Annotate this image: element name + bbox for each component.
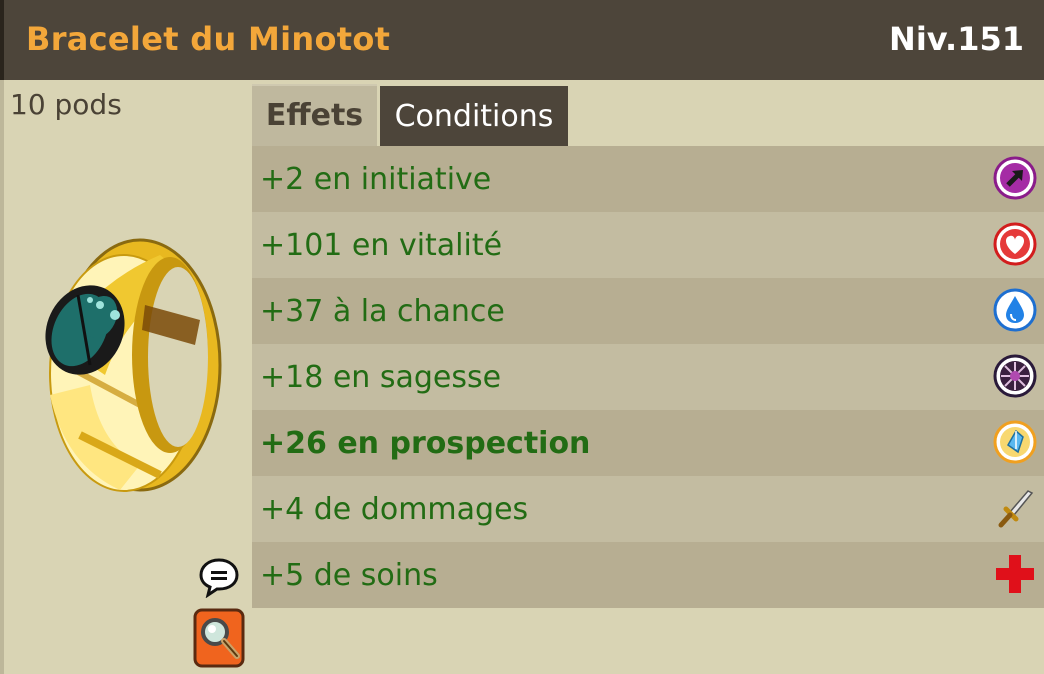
item-level: Niv.151 bbox=[889, 20, 1024, 58]
effect-text: +4 de dommages bbox=[260, 491, 529, 527]
left-panel-edge bbox=[0, 80, 4, 674]
prospecting-crystal-icon bbox=[993, 420, 1037, 464]
chance-water-drop-icon bbox=[993, 288, 1037, 332]
initiative-icon bbox=[993, 156, 1037, 200]
header-edge bbox=[0, 0, 4, 80]
effect-row: +2 en initiative bbox=[252, 146, 1044, 212]
effect-text: +26 en prospection bbox=[260, 425, 591, 461]
effect-text: +101 en vitalité bbox=[260, 227, 503, 263]
effect-text: +37 à la chance bbox=[260, 293, 505, 329]
chat-bubble-icon[interactable] bbox=[198, 556, 240, 598]
item-name: Bracelet du Minotot bbox=[26, 20, 391, 58]
effect-text: +2 en initiative bbox=[260, 161, 492, 197]
effect-row: +26 en prospection bbox=[252, 410, 1044, 476]
item-header: Bracelet du Minotot Niv.151 bbox=[0, 0, 1044, 80]
effect-row: +101 en vitalité bbox=[252, 212, 1044, 278]
heals-cross-icon bbox=[996, 555, 1034, 593]
effect-text: +18 en sagesse bbox=[260, 359, 502, 395]
effect-row: +18 en sagesse bbox=[252, 344, 1044, 410]
magnifier-search-icon[interactable] bbox=[193, 608, 245, 668]
effect-row: +37 à la chance bbox=[252, 278, 1044, 344]
bracelet-image bbox=[45, 238, 222, 492]
vitality-heart-icon bbox=[993, 222, 1037, 266]
effects-list: +2 en initiative +101 en vitalité +37 à … bbox=[252, 146, 1044, 608]
effect-text: +5 de soins bbox=[260, 557, 438, 593]
wisdom-icon bbox=[993, 354, 1037, 398]
item-weight: 10 pods bbox=[10, 88, 122, 121]
effect-row: +4 de dommages bbox=[252, 476, 1044, 542]
damage-sword-icon bbox=[998, 490, 1034, 528]
tab-effets[interactable]: Effets bbox=[252, 84, 377, 146]
tab-conditions[interactable]: Conditions bbox=[380, 86, 568, 148]
effect-row: +5 de soins bbox=[252, 542, 1044, 608]
